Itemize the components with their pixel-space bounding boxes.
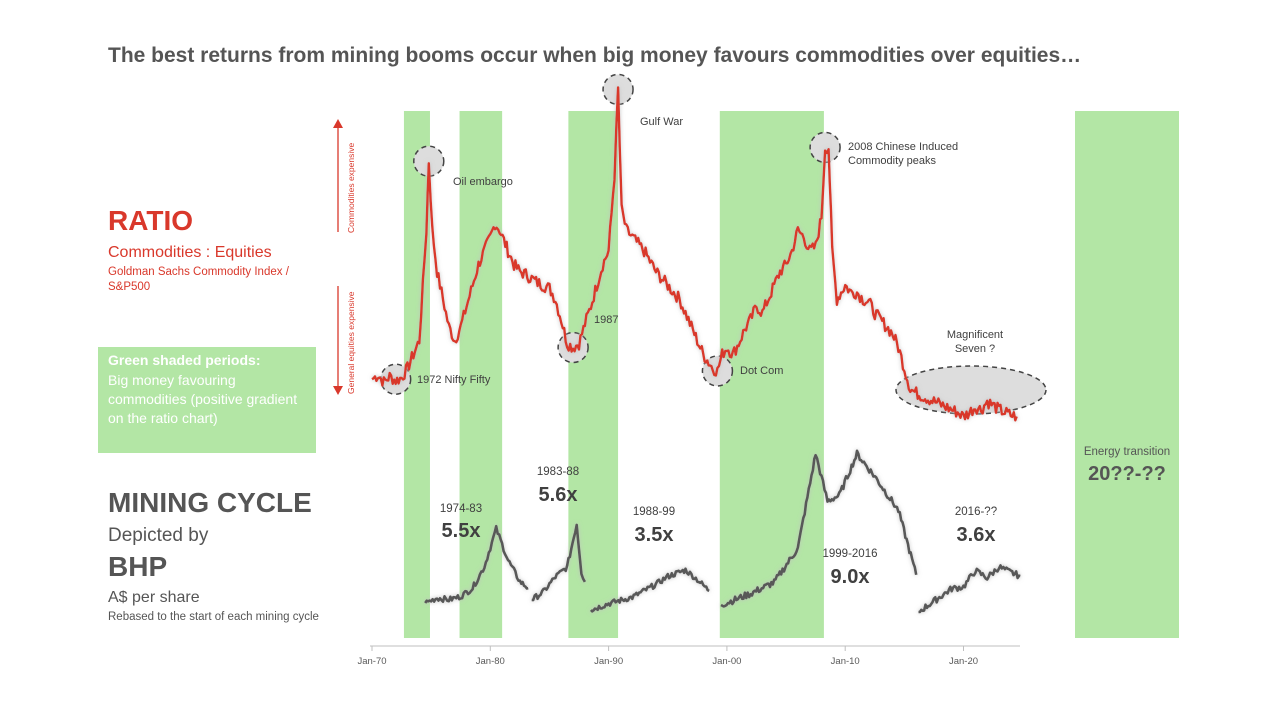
ratio-note: Goldman Sachs Commodity Index / S&P500 [108, 266, 289, 293]
highlight-circle [809, 131, 841, 164]
energy-transition-band [1075, 111, 1179, 638]
energy-transition-years: 20??-?? [1088, 463, 1166, 485]
highlight-circle [557, 331, 589, 364]
bhp-cycle-line [589, 567, 710, 613]
arrow-down-label: General equities expensive [346, 291, 356, 394]
ratio-annotation: Commodity peaks [848, 155, 937, 167]
green-period-band [568, 111, 619, 638]
x-tick-label: Jan-20 [949, 656, 978, 667]
bhp-cycle-line [918, 564, 1021, 614]
energy-transition-label: Energy transition [1083, 446, 1171, 458]
ratio-annotation: Oil embargo [453, 176, 513, 188]
x-tick-label: Jan-90 [594, 656, 623, 667]
x-tick-label: Jan-70 [357, 656, 386, 667]
ratio-heading: RATIO [108, 205, 194, 236]
ratio-annotation: Magnificent [947, 329, 1003, 341]
x-tick-label: Jan-10 [831, 656, 860, 667]
bhp-cycle-line [424, 524, 529, 604]
highlight-circle [413, 145, 445, 177]
arrow-down-head-icon [333, 386, 343, 395]
bhp-cycle-multiple: 5.5x [442, 520, 481, 542]
mining-depicted: Depicted by [108, 525, 209, 546]
ratio-line [371, 86, 1018, 422]
ratio-subtitle: Commodities : Equities [108, 244, 272, 261]
bhp-cycle-label: 2016-?? [955, 506, 997, 518]
x-tick-label: Jan-00 [712, 656, 741, 667]
ratio-annotation: Gulf War [640, 116, 683, 128]
bhp-cycle-multiple: 3.6x [957, 524, 996, 546]
ratio-annotation: Seven ? [955, 343, 995, 355]
green-legend-body: Big money favouring commodities (positiv… [108, 372, 298, 426]
green-legend-box [98, 347, 316, 453]
arrow-up-label: Commodities expensive [346, 142, 356, 233]
green-legend-heading: Green shaded periods: [108, 352, 261, 368]
bhp-cycle-line [531, 523, 587, 602]
bhp-cycle-multiple: 3.5x [635, 524, 674, 546]
ratio-annotation: Dot Com [740, 365, 783, 377]
mining-company: BHP [108, 551, 168, 582]
mining-heading: MINING CYCLE [108, 487, 312, 518]
bhp-cycle-multiple: 9.0x [831, 566, 870, 588]
bhp-cycle-label: 1999-2016 [823, 548, 878, 560]
mining-unit: A$ per share [108, 589, 200, 606]
green-period-band [459, 111, 503, 638]
green-period-band [719, 111, 824, 638]
ratio-annotation: 1987 [594, 314, 618, 326]
ratio-arrows: Commodities expensive General equities ex… [333, 119, 356, 395]
bhp-cycle-label: 1988-99 [633, 506, 675, 518]
mining-note: Rebased to the start of each mining cycl… [108, 611, 319, 623]
ratio-annotation: 1972 Nifty Fifty [417, 374, 491, 386]
page-title: The best returns from mining booms occur… [108, 44, 1082, 67]
bhp-cycle-label: 1974-83 [440, 503, 482, 515]
bhp-cycle-line [720, 449, 918, 608]
bhp-cycle-multiple: 5.6x [539, 484, 578, 506]
bhp-cycle-label: 1983-88 [537, 466, 579, 478]
x-tick-label: Jan-80 [476, 656, 505, 667]
arrow-up-head-icon [333, 119, 343, 128]
ratio-annotation: 2008 Chinese Induced [848, 141, 958, 153]
